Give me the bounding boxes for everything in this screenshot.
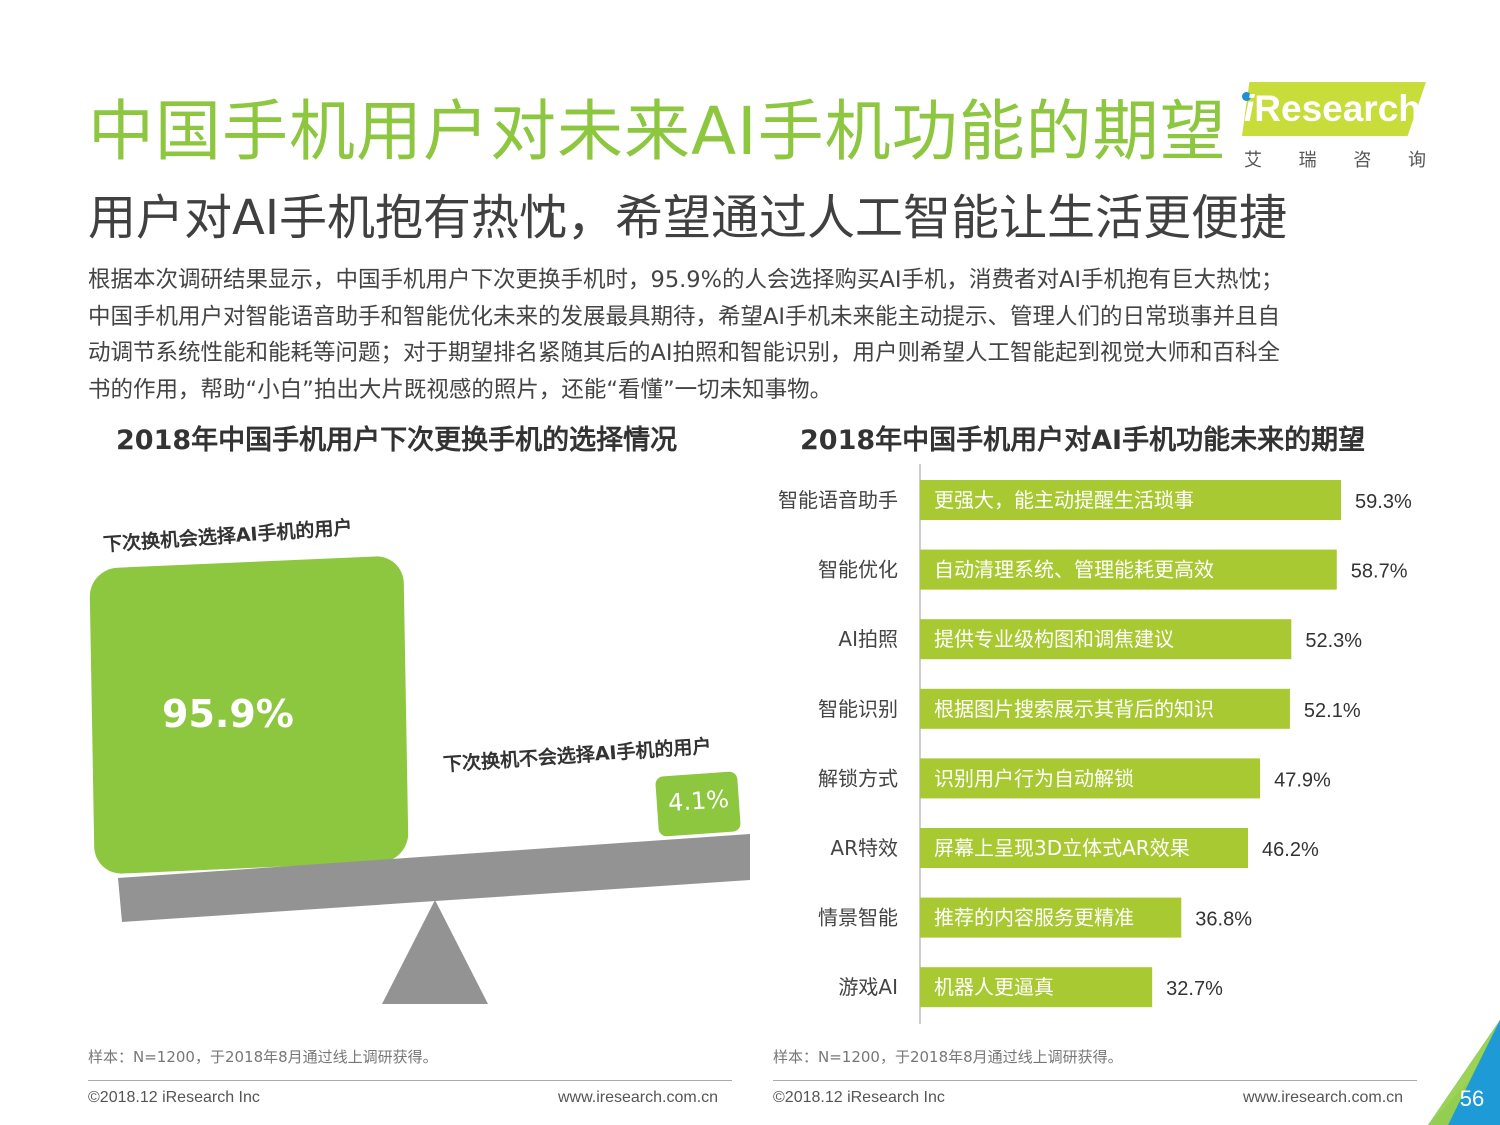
ai-feature-expectation-chart: 智能语音助手 更强大，能主动提醒生活琐事 59.3% 智能优化 自动清理系统、管理能耗更… bbox=[778, 464, 1412, 1024]
left-chart-title: 2018年中国手机用户下次更换手机的选择情况 bbox=[116, 425, 678, 456]
bar-description: 更强大，能主动提醒生活琐事 bbox=[934, 488, 1194, 512]
logo-char: 询 bbox=[1407, 150, 1426, 171]
bar-description: 提供专业级构图和调焦建议 bbox=[934, 627, 1174, 651]
bar bbox=[920, 619, 1292, 660]
ai-phone-users-value: 95.9% bbox=[162, 692, 294, 736]
intro-line: 根据本次调研结果显示，中国手机用户下次更换手机时，95.9%的人会选择购买AI手… bbox=[88, 267, 1284, 293]
data-label: 52.1% bbox=[1304, 700, 1361, 722]
data-label: 59.3% bbox=[1355, 491, 1412, 513]
data-label: 58.7% bbox=[1351, 561, 1408, 583]
logo-chinese: 艾 瑞 咨 询 bbox=[1244, 146, 1426, 172]
bar bbox=[920, 688, 1290, 729]
category-label: 智能识别 bbox=[818, 697, 898, 721]
logo-char: 艾 bbox=[1244, 150, 1262, 171]
bar bbox=[920, 967, 1153, 1008]
data-label: 46.2% bbox=[1262, 839, 1319, 861]
bar-description: 机器人更逼真 bbox=[934, 975, 1054, 999]
bar bbox=[920, 549, 1337, 590]
category-label: 智能语音助手 bbox=[778, 488, 898, 512]
non-ai-phone-users-value: 4.1% bbox=[667, 784, 730, 818]
category-label: AI拍照 bbox=[838, 627, 898, 651]
balance-fulcrum bbox=[382, 900, 488, 1004]
non-ai-phone-users-label: 下次换机不会选择AI手机的用户 bbox=[442, 735, 713, 777]
category-label: 情景智能 bbox=[818, 906, 898, 930]
category-label: 智能优化 bbox=[818, 558, 898, 582]
page-number: 56 bbox=[1459, 1086, 1485, 1111]
intro-paragraph: 根据本次调研结果显示，中国手机用户下次更换手机时，95.9%的人会选择购买AI手… bbox=[88, 262, 1428, 408]
right-website: www.iresearch.com.cn bbox=[1243, 1089, 1404, 1106]
bar-description: 推荐的内容服务更精准 bbox=[934, 906, 1134, 930]
bar bbox=[920, 480, 1342, 520]
page-subtitle: 用户对AI手机抱有热忱，希望通过人工智能让生活更便捷 bbox=[88, 190, 1287, 246]
left-copyright: ©2018.12 iResearch Inc bbox=[88, 1089, 260, 1106]
category-label: 解锁方式 bbox=[818, 766, 898, 790]
intro-line: 中国手机用户对智能语音助手和智能优化未来的发展最具期待，希望AI手机未来能主动提… bbox=[88, 303, 1281, 330]
page-corner-decoration bbox=[1428, 1020, 1500, 1125]
right-chart-title: 2018年中国手机用户对AI手机功能未来的期望 bbox=[800, 425, 1366, 456]
logo-wordmark: Research bbox=[1254, 88, 1421, 129]
left-footer-divider bbox=[88, 1080, 732, 1081]
bar-description: 屏幕上呈现3D立体式AR效果 bbox=[934, 836, 1190, 860]
bar-description: 自动清理系统、管理能耗更高效 bbox=[934, 558, 1214, 582]
intro-line: 书的作用，帮助“小白”拍出大片既视感的照片，还能“看懂”一切未知事物。 bbox=[88, 376, 833, 403]
bar bbox=[920, 758, 1261, 799]
intro-line: 动调节系统性能和能耗等问题；对于期望排名紧随其后的AI拍照和智能识别，用户则希望… bbox=[88, 340, 1281, 366]
bar-description: 识别用户行为自动解锁 bbox=[934, 766, 1134, 790]
data-label: 36.8% bbox=[1195, 909, 1252, 931]
data-label: 52.3% bbox=[1305, 630, 1362, 652]
logo-char: 咨 bbox=[1353, 150, 1372, 171]
iresearch-logo: iResearch 艾 瑞 咨 询 bbox=[1236, 82, 1426, 172]
category-label: AR特效 bbox=[830, 836, 898, 860]
right-copyright: ©2018.12 iResearch Inc bbox=[773, 1089, 945, 1106]
bar bbox=[920, 897, 1182, 938]
data-label: 47.9% bbox=[1274, 769, 1331, 791]
bar bbox=[920, 828, 1249, 868]
logo-dot bbox=[1242, 92, 1251, 101]
data-label: 32.7% bbox=[1166, 978, 1223, 1000]
page-title: 中国手机用户对未来AI手机功能的期望 bbox=[88, 93, 1227, 170]
logo-badge bbox=[1242, 82, 1426, 136]
right-sample-note: 样本：N=1200，于2018年8月通过线上调研获得。 bbox=[773, 1048, 1123, 1066]
right-footer-divider bbox=[773, 1080, 1417, 1081]
category-label: 游戏AI bbox=[838, 975, 898, 999]
ai-phone-users-label: 下次换机会选择AI手机的用户 bbox=[102, 516, 354, 557]
left-website: www.iresearch.com.cn bbox=[558, 1089, 719, 1106]
bar-description: 根据图片搜索展示其背后的知识 bbox=[934, 697, 1214, 721]
balance-beam bbox=[118, 834, 750, 922]
logo-char: 瑞 bbox=[1298, 150, 1317, 171]
left-sample-note: 样本：N=1200，于2018年8月通过线上调研获得。 bbox=[88, 1048, 438, 1066]
